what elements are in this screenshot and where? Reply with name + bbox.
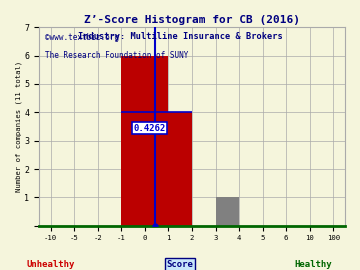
Title: Z’-Score Histogram for CB (2016): Z’-Score Histogram for CB (2016): [84, 15, 300, 25]
Text: 0.4262: 0.4262: [134, 124, 166, 133]
Y-axis label: Number of companies (11 total): Number of companies (11 total): [15, 61, 22, 192]
Bar: [216, 197, 239, 226]
Text: Unhealthy: Unhealthy: [26, 260, 75, 269]
Bar: [121, 56, 168, 226]
Text: ©www.textbiz.org: ©www.textbiz.org: [45, 33, 119, 42]
Text: Score: Score: [167, 260, 193, 269]
Text: Healthy: Healthy: [294, 260, 332, 269]
Bar: [168, 112, 192, 226]
Text: Industry: Multiline Insurance & Brokers: Industry: Multiline Insurance & Brokers: [78, 32, 282, 41]
Text: The Research Foundation of SUNY: The Research Foundation of SUNY: [45, 51, 189, 60]
